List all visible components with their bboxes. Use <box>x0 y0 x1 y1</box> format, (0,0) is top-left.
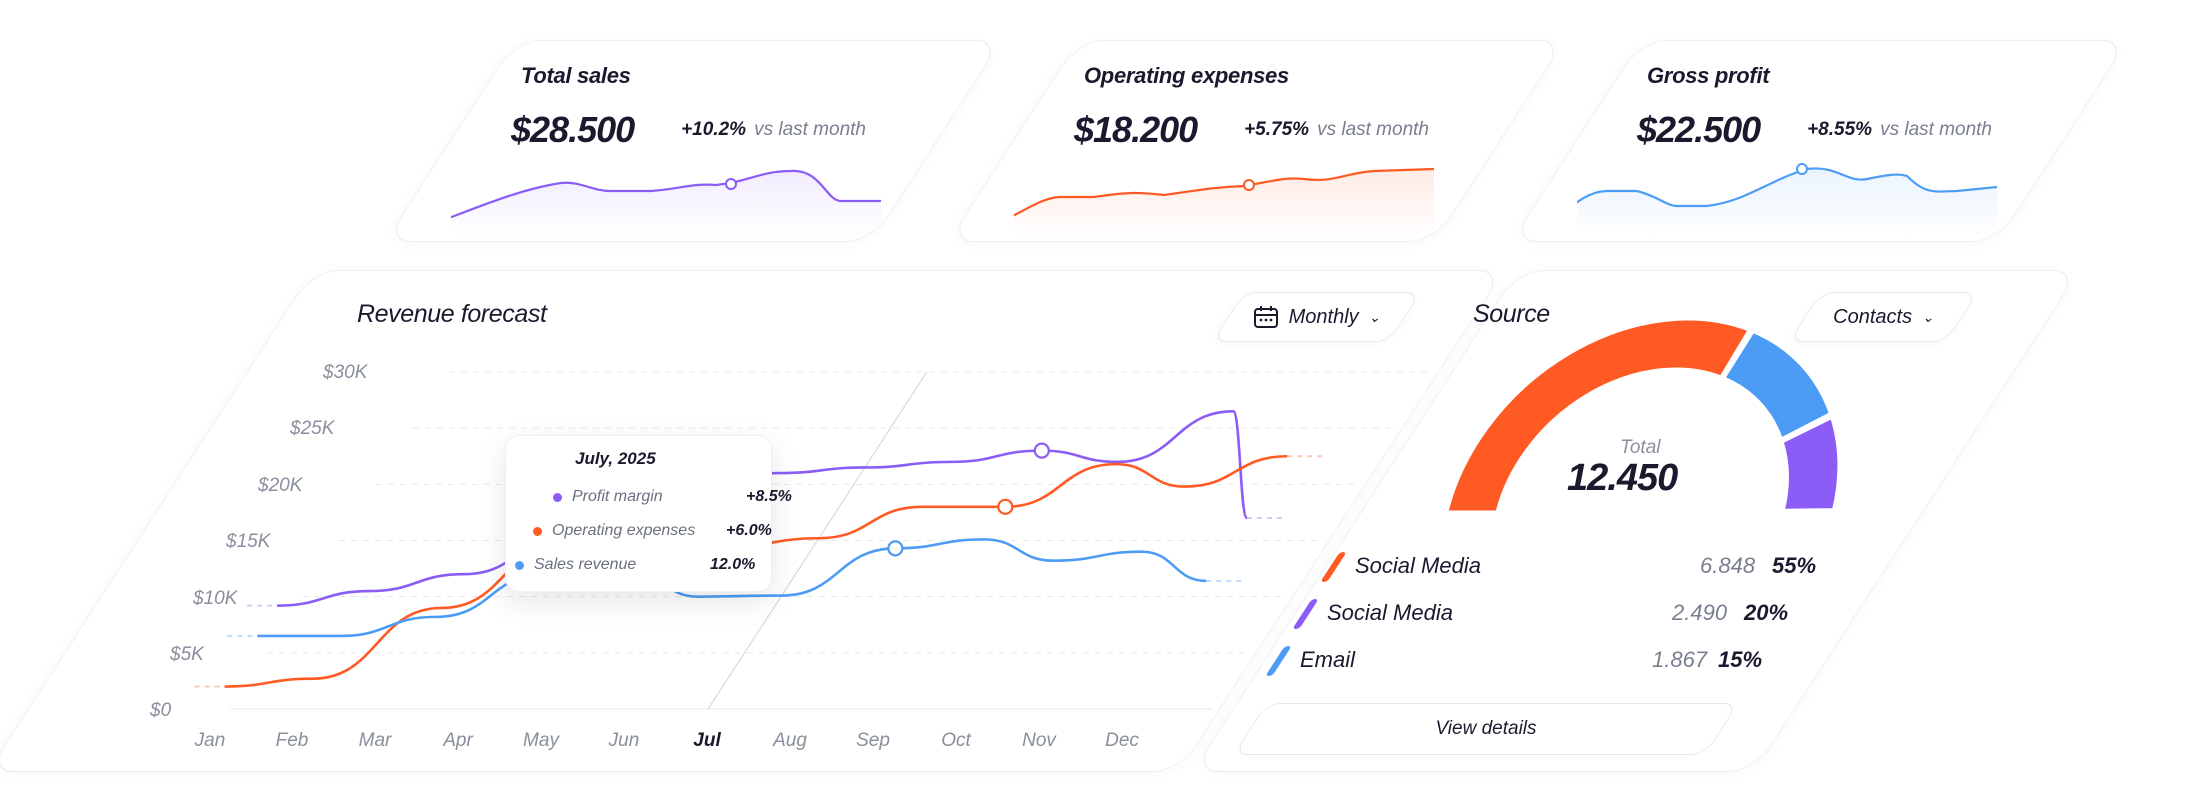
x-tick: Jan <box>194 730 226 751</box>
x-tick: Jun <box>608 730 640 751</box>
sparkline-operating-expenses <box>1014 167 1435 236</box>
tooltip-row-value: 12.0% <box>710 556 756 573</box>
x-tick: Nov <box>1022 730 1056 751</box>
legend-count: 1.867 <box>1652 647 1708 672</box>
y-tick: $15K <box>226 531 271 552</box>
legend-percent: 15% <box>1718 647 1763 672</box>
x-tick: Dec <box>1105 730 1139 751</box>
kpi-card-total-sales[interactable]: Total sales $28.500 +10.2% vs last month <box>384 40 1003 242</box>
legend-percent: 55% <box>1772 553 1817 578</box>
kpi-card-operating-expenses[interactable]: Operating expenses $18.200 +5.75% vs last… <box>947 40 1566 242</box>
chart-tooltip <box>505 435 772 592</box>
x-tick: Feb <box>275 730 309 751</box>
view-details-label: View details <box>1435 718 1537 739</box>
tooltip-row-label: Operating expenses <box>552 522 696 539</box>
x-tick: Aug <box>773 730 807 751</box>
x-tick: May <box>523 730 559 751</box>
legend-dot <box>553 493 562 502</box>
tooltip-row-value: +8.5% <box>746 488 792 505</box>
gauge-segment <box>1780 416 1841 512</box>
legend-count: 6.848 <box>1700 553 1756 578</box>
legend-dot <box>515 561 524 570</box>
legend-percent: 20% <box>1744 600 1789 625</box>
series-line <box>277 410 1249 607</box>
legend-dot <box>533 527 542 536</box>
y-tick: $30K <box>323 362 368 383</box>
revenue-forecast-title: Revenue forecast <box>357 300 547 328</box>
legend-count: 2.490 <box>1672 600 1728 625</box>
gauge-segment <box>1445 317 1751 514</box>
x-tick: Mar <box>358 730 392 751</box>
y-tick: $25K <box>290 418 335 439</box>
tooltip-title: July, 2025 <box>575 449 656 468</box>
x-tick: Oct <box>941 730 971 751</box>
gauge-segment <box>1722 329 1833 441</box>
calendar-icon <box>1253 306 1278 328</box>
hover-point <box>1033 442 1050 459</box>
series-line <box>257 538 1207 638</box>
x-tick: Sep <box>856 730 890 751</box>
gauge-total-label: Total <box>1620 437 1661 458</box>
hover-point <box>997 498 1014 515</box>
tooltip-row-value: +6.0% <box>726 522 772 539</box>
period-dropdown[interactable]: Monthly ⌄ <box>1211 292 1422 342</box>
legend-name: Social Media <box>1355 553 1481 578</box>
x-tick-active: Jul <box>693 730 721 751</box>
tooltip-row-label: Profit margin <box>572 488 663 505</box>
hover-point <box>887 540 904 557</box>
x-tick: Apr <box>443 730 473 751</box>
gauge-total-value: 12.450 <box>1567 457 1678 499</box>
kpi-card-gross-profit[interactable]: Gross profit $22.500 +8.55% vs last month <box>1510 40 2129 242</box>
source-title: Source <box>1473 300 1550 328</box>
y-tick: $10K <box>193 588 238 609</box>
y-tick: $5K <box>170 644 204 665</box>
legend-name: Social Media <box>1327 600 1453 625</box>
sparkline-total-sales <box>451 169 881 236</box>
view-details-button[interactable]: View details <box>1233 703 1739 755</box>
y-tick: $20K <box>258 475 303 496</box>
hover-guide-line <box>707 371 928 710</box>
legend-name: Email <box>1300 647 1356 672</box>
tooltip-row-label: Sales revenue <box>534 556 637 573</box>
y-tick: $0 <box>150 700 172 721</box>
sparkline-gross-profit <box>1577 163 1998 236</box>
